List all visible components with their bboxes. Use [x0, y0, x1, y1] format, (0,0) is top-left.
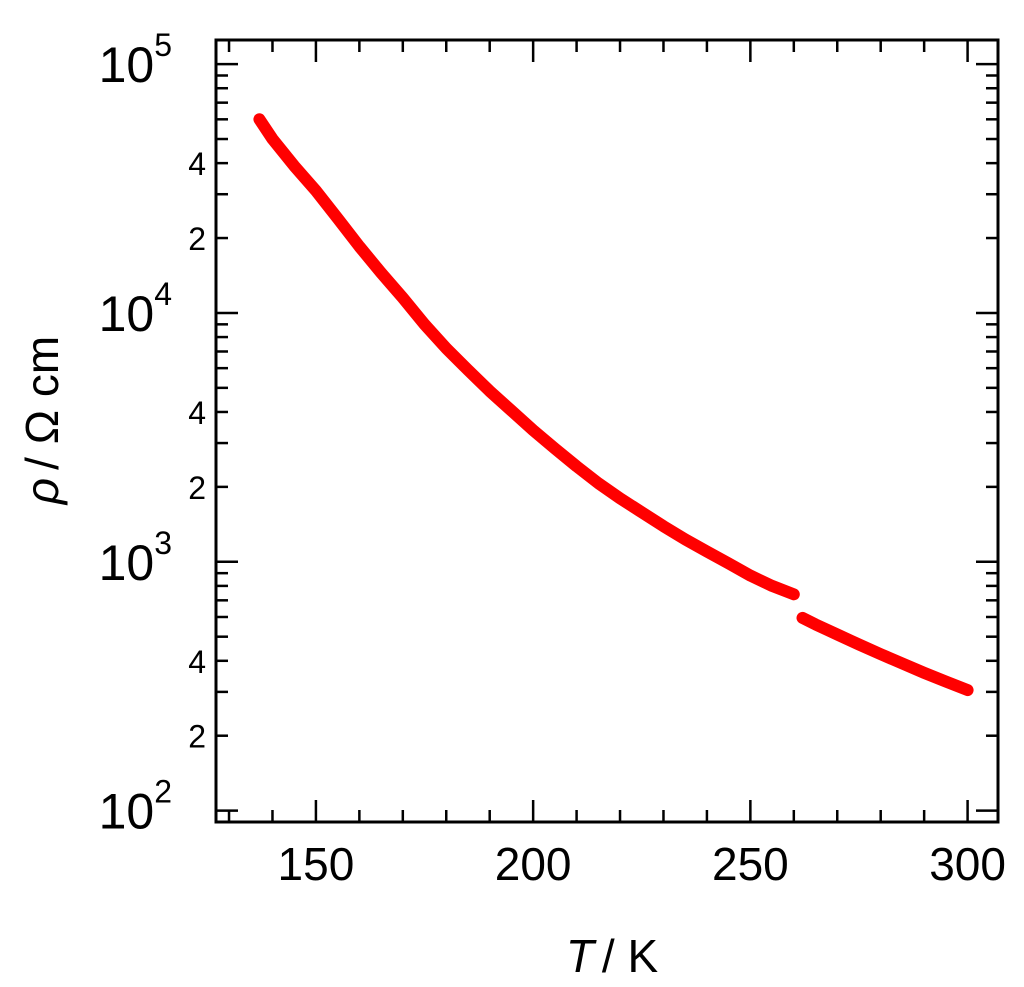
y-tick-base: 10: [99, 535, 155, 591]
series-1-line: [253, 113, 800, 601]
y-tick-exponent: 3: [154, 525, 172, 561]
y-tick-base: 10: [99, 784, 155, 840]
y-minor-tick-label: 4: [188, 395, 206, 431]
y-tick-exponent: 4: [154, 276, 172, 312]
x-tick-label: 250: [712, 838, 789, 890]
y-tick-base: 10: [99, 37, 155, 93]
x-axis-unit: / K: [602, 930, 659, 982]
y-tick-base: 10: [99, 286, 155, 342]
y-minor-tick-label: 4: [188, 644, 206, 680]
series-2-line: [796, 611, 974, 697]
y-major-tick-label: 104: [99, 276, 172, 342]
x-tick-label: 200: [495, 838, 572, 890]
x-axis-symbol: T: [566, 930, 597, 982]
y-axis-symbol: ρ: [16, 478, 68, 506]
y-minor-tick-label: 2: [188, 470, 206, 506]
y-tick-exponent: 5: [154, 27, 172, 63]
x-axis-title: T / K: [566, 930, 659, 982]
y-axis-title: ρ / Ω cm: [16, 336, 68, 506]
y-tick-exponent: 2: [154, 774, 172, 810]
series-layer: [253, 113, 974, 697]
y-major-tick-label: 105: [99, 27, 172, 93]
plot-border: [214, 38, 1000, 824]
x-tick-label: 300: [929, 838, 1006, 890]
y-axis-unit: / Ω cm: [16, 336, 68, 470]
y-minor-tick-label: 2: [188, 719, 206, 755]
plot-frame: [214, 38, 1000, 824]
y-major-tick-label: 103: [99, 525, 172, 591]
x-tick-label: 150: [278, 838, 355, 890]
y-major-tick-label: 102: [99, 774, 172, 840]
x-ticks: 150 200 250 300: [227, 40, 1006, 890]
y-minor-tick-label: 2: [188, 221, 206, 257]
y-minor-tick-label: 4: [188, 146, 206, 182]
